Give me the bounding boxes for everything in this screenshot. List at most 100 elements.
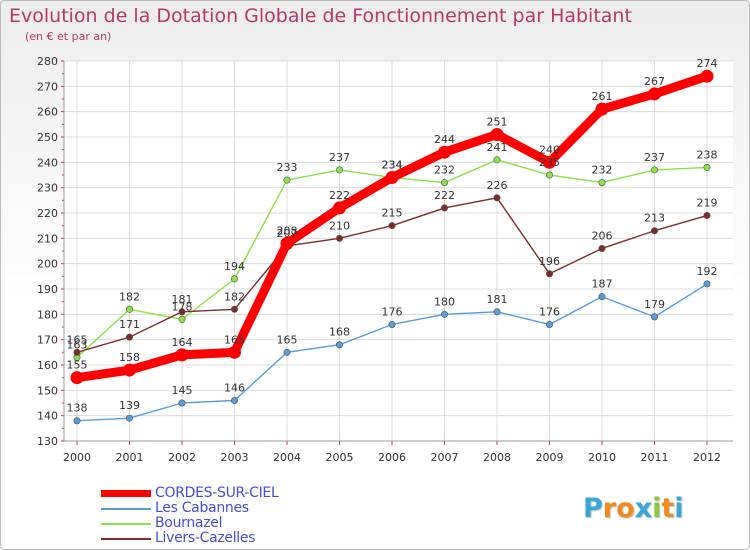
data-label: 146	[224, 381, 245, 394]
data-point	[333, 201, 346, 215]
data-label: 176	[382, 305, 403, 318]
data-label: 192	[697, 265, 718, 278]
data-label: 138	[67, 402, 88, 415]
legend-swatch	[101, 490, 151, 497]
data-point	[178, 315, 186, 323]
x-tick-label: 2008	[483, 451, 511, 464]
x-tick-label: 2012	[693, 451, 721, 464]
legend-label: Bournazel	[155, 515, 223, 531]
data-label: 145	[172, 384, 193, 397]
data-label: 179	[644, 298, 665, 311]
data-label: 215	[382, 207, 403, 220]
y-tick-label: 250	[37, 131, 58, 144]
x-tick-label: 2005	[326, 451, 354, 464]
data-point	[650, 166, 658, 174]
legend-label: Les Cabannes	[155, 500, 249, 516]
data-label: 194	[224, 260, 245, 273]
data-label: 178	[172, 300, 193, 313]
data-point	[490, 127, 504, 141]
data-point	[650, 227, 658, 235]
data-point	[493, 194, 501, 202]
legend-swatch	[101, 538, 151, 540]
logo-letter: i	[652, 493, 662, 524]
data-label: 210	[329, 219, 350, 232]
data-label: 182	[224, 290, 245, 303]
data-label: 165	[67, 333, 88, 346]
y-tick-label: 150	[37, 384, 58, 397]
data-label: 261	[592, 90, 613, 103]
data-point	[598, 179, 606, 187]
data-label: 238	[697, 148, 718, 161]
data-label: 219	[697, 197, 718, 210]
data-point	[231, 305, 239, 313]
data-label: 163	[67, 338, 88, 351]
x-tick-label: 2000	[63, 451, 91, 464]
data-point	[440, 310, 448, 318]
y-tick-label: 280	[37, 55, 58, 68]
y-tick-label: 240	[37, 156, 58, 169]
data-label: 222	[434, 189, 455, 202]
data-label: 241	[487, 141, 508, 154]
data-label: 181	[487, 293, 508, 306]
x-tick-label: 2002	[168, 451, 196, 464]
y-tick-label: 130	[37, 435, 58, 448]
y-tick-label: 270	[37, 80, 58, 93]
data-point	[178, 399, 186, 407]
legend-label: CORDES-SUR-CIEL	[155, 485, 279, 501]
data-point	[335, 234, 343, 242]
logo-letter: t	[661, 493, 675, 524]
data-label: 233	[277, 161, 298, 174]
data-point	[228, 345, 241, 359]
data-point	[126, 333, 134, 341]
x-tick-label: 2006	[378, 451, 406, 464]
logo-letter: P	[583, 493, 603, 524]
data-point	[126, 305, 134, 313]
data-label: 207	[277, 227, 298, 240]
data-point	[493, 308, 501, 316]
data-point	[175, 348, 189, 362]
y-tick-label: 260	[37, 106, 58, 119]
data-point	[280, 236, 294, 250]
data-point	[335, 341, 343, 349]
data-point	[231, 275, 239, 283]
data-point	[700, 69, 714, 83]
data-label: 234	[382, 159, 403, 172]
data-label: 213	[644, 212, 665, 225]
data-point	[73, 348, 81, 356]
data-point	[543, 155, 556, 169]
data-label: 274	[697, 57, 718, 70]
data-label: 158	[119, 351, 140, 364]
data-label: 176	[539, 305, 560, 318]
y-tick-label: 180	[37, 308, 58, 321]
data-label: 237	[329, 151, 350, 164]
data-label: 196	[539, 255, 560, 268]
y-tick-label: 170	[37, 334, 58, 347]
data-point	[703, 212, 711, 220]
data-point	[283, 176, 291, 184]
data-point	[598, 293, 606, 301]
data-label: 187	[592, 278, 613, 291]
data-label: 164	[172, 336, 193, 349]
data-label: 235	[539, 156, 560, 169]
data-point	[385, 171, 399, 185]
data-point	[595, 102, 609, 116]
data-point	[335, 166, 343, 174]
y-tick-label: 220	[37, 207, 58, 220]
plot-area	[64, 61, 733, 441]
data-label: 232	[434, 164, 455, 177]
data-point	[545, 270, 553, 278]
x-tick-label: 2009	[536, 451, 564, 464]
data-label: 237	[644, 151, 665, 164]
data-label: 181	[172, 293, 193, 306]
data-label: 251	[487, 115, 508, 128]
data-label: 171	[119, 318, 140, 331]
y-tick-label: 200	[37, 258, 58, 271]
legend-swatch	[101, 523, 151, 525]
data-label: 165	[224, 333, 245, 346]
data-point	[648, 87, 661, 101]
data-point	[123, 363, 136, 377]
data-label: 208	[277, 224, 298, 237]
data-point	[126, 414, 134, 422]
data-point	[73, 417, 81, 425]
